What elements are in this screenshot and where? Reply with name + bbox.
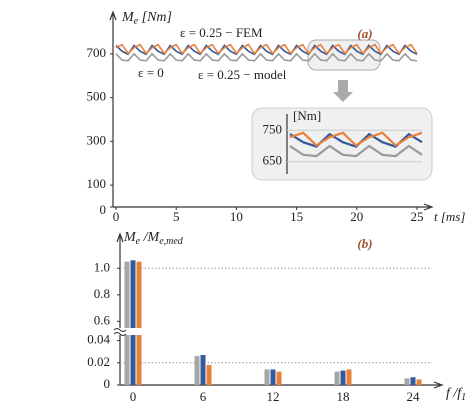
inset-tick-label: 650	[263, 153, 283, 168]
y-tick-label: 500	[87, 89, 107, 104]
series-line	[115, 43, 418, 55]
label-part: M	[123, 230, 137, 245]
chart-title: (b)	[357, 236, 372, 251]
bar	[136, 335, 142, 385]
bar	[124, 261, 130, 328]
bar	[346, 369, 352, 385]
y-tick-label: 300	[87, 132, 107, 147]
label-part: M	[121, 10, 135, 25]
x-axis	[113, 203, 434, 211]
inset-box	[251, 107, 433, 181]
x-tick-label: 18	[337, 389, 350, 404]
label-part: e	[136, 236, 141, 247]
bar	[130, 335, 136, 385]
label-part: 1	[461, 392, 466, 403]
y-tick-label: 0.8	[94, 286, 110, 301]
x-tick-label: 0	[130, 389, 137, 404]
bar	[276, 371, 282, 385]
y-tick-label: 0	[104, 376, 111, 391]
inset-tick-label: 750	[263, 121, 283, 136]
x-tick-label: 24	[407, 389, 421, 404]
bar	[270, 369, 276, 385]
x-axis-label: t [ms]	[434, 209, 465, 224]
inset-label: [Nm]	[293, 108, 321, 123]
series-line	[115, 52, 418, 62]
bar	[194, 356, 200, 385]
bar	[410, 377, 416, 385]
inset-line	[289, 144, 423, 158]
bar	[340, 370, 346, 385]
y-tick-label: 0.02	[87, 354, 110, 369]
x-tick-label: 5	[173, 209, 180, 224]
bar	[130, 260, 136, 328]
zoom-region	[307, 39, 381, 71]
label-part: e	[134, 16, 139, 27]
axis-label: f /f1	[446, 386, 466, 403]
x-tick-label: 20	[350, 209, 363, 224]
x-tick-label: 10	[230, 209, 243, 224]
series-annotation: ε = 0.25 − FEM	[180, 25, 263, 40]
x-tick-label: 25	[411, 209, 424, 224]
bar	[404, 378, 410, 385]
y-tick-label: 1.0	[94, 259, 110, 274]
x-tick-label: 12	[267, 389, 280, 404]
bar	[206, 365, 212, 385]
axis-break	[114, 328, 144, 335]
label-part: e,med	[159, 236, 184, 247]
bar	[264, 369, 270, 385]
label-part: [Nm]	[138, 10, 172, 25]
zoom-arrow	[333, 80, 353, 102]
y-tick-label: 100	[87, 176, 107, 191]
axis-label: Me [Nm]	[121, 10, 172, 27]
y-axis	[109, 10, 117, 207]
label-part: /M	[140, 230, 160, 245]
axis-break-mark	[113, 328, 127, 336]
bar	[416, 379, 422, 385]
y-tick-label: 0.6	[94, 312, 111, 327]
y-tick-label: 0	[100, 202, 107, 217]
inset-line	[289, 131, 423, 147]
y-axis	[116, 232, 124, 385]
bar	[136, 261, 142, 328]
x-tick-label: 0	[113, 209, 120, 224]
axis-label: Me /Me,med	[123, 230, 184, 247]
x-tick-label: 15	[290, 209, 303, 224]
series-annotation: ε = 0.25 − model	[198, 67, 287, 82]
label-part: f /f	[446, 386, 463, 401]
y-tick-label: 0.04	[87, 332, 110, 347]
y-tick-label: 700	[87, 45, 107, 60]
series-annotation: ε = 0	[138, 65, 164, 80]
chart-title: (a)	[357, 26, 372, 41]
bar	[124, 335, 130, 385]
bar	[200, 355, 206, 385]
x-tick-label: 6	[200, 389, 207, 404]
bar	[334, 371, 340, 385]
